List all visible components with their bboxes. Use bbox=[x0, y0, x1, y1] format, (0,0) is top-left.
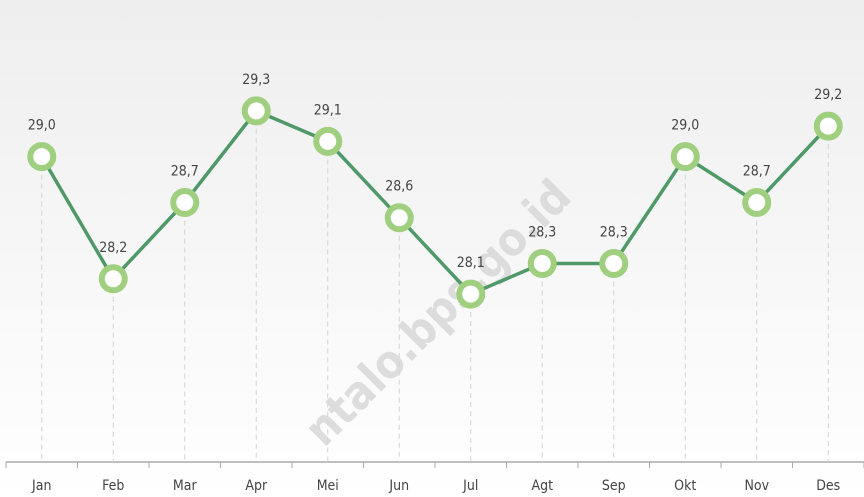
data-label: 28,7 bbox=[743, 163, 771, 179]
x-tick-label: Des bbox=[816, 478, 840, 494]
data-label: 28,7 bbox=[171, 163, 199, 179]
marker bbox=[599, 249, 629, 279]
marker bbox=[98, 264, 128, 294]
data-label: 29,3 bbox=[242, 72, 270, 88]
x-tick-label: Nov bbox=[744, 478, 769, 494]
data-label: 29,1 bbox=[314, 102, 342, 118]
x-tick-label: Okt bbox=[674, 478, 696, 494]
data-label: 28,2 bbox=[99, 240, 127, 256]
data-label: 29,2 bbox=[814, 87, 842, 103]
x-tick-label: Feb bbox=[102, 478, 124, 494]
marker bbox=[813, 111, 843, 141]
x-tick-label: Jun bbox=[388, 478, 409, 494]
x-tick-label: Apr bbox=[245, 478, 268, 494]
marker bbox=[670, 142, 700, 172]
x-tick-label: Mar bbox=[173, 478, 198, 494]
data-label: 28,1 bbox=[457, 255, 485, 271]
data-label: 28,3 bbox=[528, 225, 556, 241]
x-tick-label: Jan bbox=[31, 478, 51, 494]
marker bbox=[313, 126, 343, 156]
x-tick-label: Jul bbox=[462, 478, 478, 494]
marker bbox=[456, 279, 486, 309]
marker bbox=[742, 187, 772, 217]
data-label: 29,0 bbox=[28, 118, 56, 134]
marker bbox=[170, 187, 200, 217]
x-tick-label: Agt bbox=[531, 478, 553, 494]
marker bbox=[384, 203, 414, 233]
x-tick-label: Mei bbox=[317, 478, 339, 494]
marker bbox=[27, 142, 57, 172]
marker bbox=[527, 249, 557, 279]
data-label: 28,6 bbox=[385, 179, 413, 195]
data-label: 28,3 bbox=[600, 225, 628, 241]
marker bbox=[241, 96, 271, 126]
data-label: 29,0 bbox=[671, 118, 699, 134]
x-tick-label: Sep bbox=[602, 478, 626, 494]
